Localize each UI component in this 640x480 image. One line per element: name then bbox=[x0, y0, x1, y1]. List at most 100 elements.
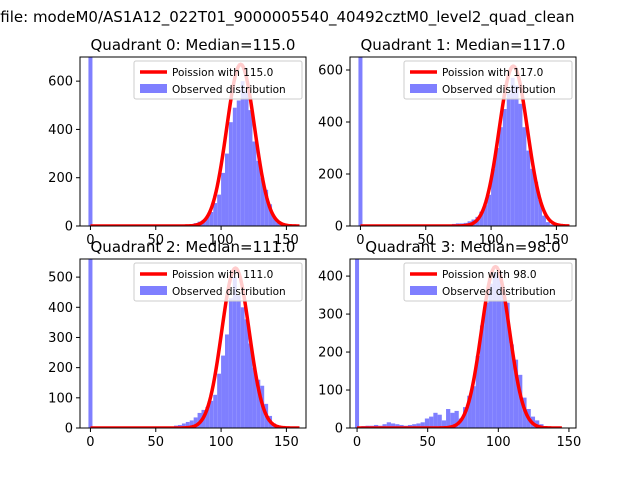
histogram-bar bbox=[471, 386, 476, 428]
histogram-bar bbox=[446, 409, 451, 428]
histogram-bar bbox=[213, 203, 218, 226]
histogram-bar bbox=[272, 216, 276, 226]
histogram-bar bbox=[530, 168, 535, 226]
histogram-bar bbox=[221, 355, 226, 428]
legend-swatch-hist bbox=[140, 84, 167, 93]
histogram-bar bbox=[458, 418, 463, 428]
legend-label-poisson: Poission with 117.0 bbox=[442, 67, 543, 79]
histogram-bar bbox=[228, 298, 233, 428]
subplot-title: Quadrant 0: Median=115.0 bbox=[91, 36, 296, 54]
histogram-bar bbox=[236, 295, 241, 428]
histogram-bar bbox=[429, 416, 434, 428]
legend-label-poisson: Poission with 98.0 bbox=[442, 269, 537, 281]
histogram-bar bbox=[510, 77, 515, 226]
histogram-bar bbox=[390, 423, 396, 428]
histogram-bar bbox=[256, 379, 261, 428]
histogram-bar bbox=[454, 410, 459, 428]
histogram-bar bbox=[181, 423, 186, 428]
histogram-bar bbox=[244, 319, 249, 428]
histogram-bar-zero bbox=[88, 259, 93, 428]
poisson-curve bbox=[90, 62, 300, 226]
histogram-bar bbox=[506, 93, 511, 226]
histogram-bar bbox=[228, 122, 233, 226]
figure-suptitle: n file: modeM0/AS1A12_022T01_9000005540_… bbox=[0, 8, 575, 27]
histogram-bar bbox=[526, 150, 531, 226]
histogram-bar-zero bbox=[355, 259, 360, 428]
histogram-bar bbox=[513, 359, 519, 428]
x-tick-label: 50 bbox=[147, 435, 164, 450]
y-tick-label: 400 bbox=[318, 270, 343, 285]
histogram-bar bbox=[424, 418, 430, 428]
histogram-bar bbox=[225, 153, 229, 226]
legend-label-observed: Observed distribution bbox=[442, 84, 556, 96]
histogram-bar bbox=[496, 276, 502, 428]
histogram-bar-zero bbox=[358, 57, 363, 226]
x-tick-label: 0 bbox=[353, 435, 361, 450]
histogram-bar bbox=[221, 172, 226, 226]
histogram-bar bbox=[450, 412, 455, 428]
histogram-bar bbox=[382, 424, 387, 428]
histogram-bar bbox=[213, 394, 218, 428]
histogram-bar bbox=[479, 211, 484, 226]
histogram-bar bbox=[252, 367, 257, 428]
x-tick-label: 0 bbox=[86, 233, 94, 248]
histogram-bar bbox=[209, 211, 214, 226]
legend-swatch-hist bbox=[410, 84, 437, 93]
histogram-bar-zero bbox=[88, 57, 93, 226]
legend-swatch-hist bbox=[140, 286, 167, 295]
histogram-bar bbox=[225, 334, 229, 428]
y-tick-label: 0 bbox=[335, 220, 343, 235]
x-tick-label: 150 bbox=[557, 435, 582, 450]
y-tick-label: 300 bbox=[48, 331, 73, 346]
y-tick-label: 100 bbox=[318, 384, 343, 399]
histogram-bar bbox=[185, 421, 190, 428]
histogram-bar bbox=[248, 110, 253, 226]
y-tick-label: 500 bbox=[48, 271, 73, 286]
histogram-bar bbox=[236, 100, 241, 226]
y-tick-label: 600 bbox=[318, 64, 343, 79]
histogram-bar bbox=[252, 141, 257, 226]
legend-label-observed: Observed distribution bbox=[172, 286, 286, 298]
histogram-bar bbox=[275, 222, 280, 226]
histogram-bar bbox=[209, 400, 214, 428]
subplot-quadrant-0: 0 50 100 150 0 200 400 600 Quadrant 0: Median=11… bbox=[48, 36, 307, 248]
x-tick-label: 50 bbox=[147, 233, 164, 248]
y-tick-label: 600 bbox=[48, 75, 73, 90]
histogram-bar bbox=[549, 224, 554, 226]
histogram-bar bbox=[217, 373, 222, 428]
y-tick-label: 0 bbox=[65, 220, 73, 235]
histogram-bar bbox=[483, 205, 488, 226]
legend: Poission with 117.0 Observed distribution bbox=[403, 60, 573, 100]
histogram-bar bbox=[205, 216, 210, 226]
histogram-bar bbox=[217, 194, 222, 226]
histogram-bar bbox=[475, 355, 480, 428]
histogram-bar bbox=[240, 81, 245, 226]
histogram-bar bbox=[479, 325, 485, 428]
histogram-bar bbox=[232, 107, 237, 226]
legend-box bbox=[403, 60, 573, 100]
x-tick-label: 50 bbox=[419, 435, 436, 450]
x-tick-label: 150 bbox=[274, 435, 299, 450]
poisson-curve bbox=[356, 264, 563, 428]
plot-area bbox=[355, 259, 563, 428]
axes-frame bbox=[79, 56, 307, 227]
histogram-bar bbox=[491, 168, 496, 226]
legend-box bbox=[133, 60, 303, 100]
subplot-title: Quadrant 2: Median=111.0 bbox=[91, 238, 296, 256]
histogram-bar bbox=[492, 272, 497, 428]
histogram-bar bbox=[433, 412, 438, 428]
histogram-bar bbox=[232, 277, 237, 428]
histogram-bar bbox=[264, 189, 269, 226]
y-tick-label: 400 bbox=[48, 301, 73, 316]
histogram-bar bbox=[522, 127, 527, 226]
plot-area bbox=[88, 259, 300, 428]
y-tick-label: 200 bbox=[318, 168, 343, 183]
x-tick-label: 100 bbox=[479, 233, 504, 248]
x-tick-label: 100 bbox=[486, 435, 511, 450]
subplot-quadrant-3: 0 50 100 150 0 100 200 300 400 Quadrant 3: Median… bbox=[318, 238, 581, 450]
histogram-bar bbox=[260, 177, 265, 226]
subplot-title: Quadrant 3: Median=98.0 bbox=[365, 238, 560, 256]
histogram-bar bbox=[386, 422, 391, 428]
subplot-quadrant-2: 0 50 100 150 0 100 200 300 400 500 Quadrant 2: Med… bbox=[48, 238, 307, 450]
histogram-bar bbox=[498, 127, 503, 226]
